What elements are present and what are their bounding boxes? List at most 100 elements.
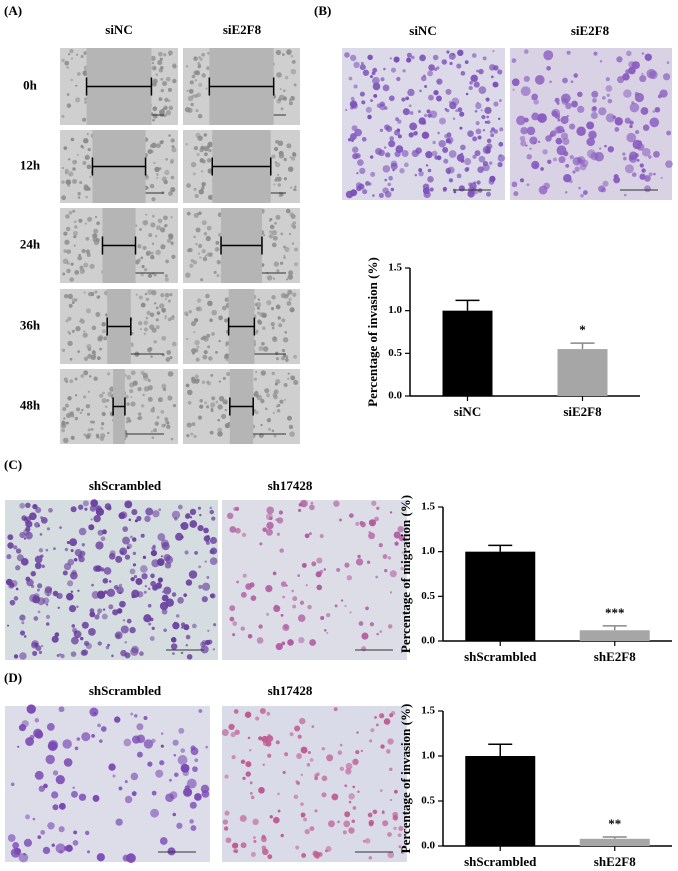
cell (196, 298, 202, 303)
cell (189, 80, 194, 85)
cell (531, 160, 540, 170)
cell (435, 95, 442, 102)
cell (128, 518, 132, 522)
cell (431, 150, 438, 157)
cell (87, 291, 93, 297)
cell (170, 437, 174, 441)
cell (89, 611, 96, 618)
cell (192, 351, 195, 355)
cell (199, 57, 203, 62)
cell (203, 232, 208, 236)
cell (526, 153, 532, 160)
cell (215, 400, 219, 404)
cell (40, 516, 44, 520)
cell (200, 170, 204, 173)
cell (274, 221, 277, 225)
cell (73, 230, 78, 236)
cell (275, 518, 279, 522)
cell (78, 527, 87, 536)
cell (79, 550, 86, 557)
cell (72, 839, 79, 846)
cell (195, 109, 199, 113)
cell (210, 547, 218, 555)
cell (560, 115, 569, 125)
cell (155, 73, 159, 76)
cell (376, 103, 382, 108)
cell (108, 604, 114, 610)
cell (524, 117, 529, 123)
cell (185, 634, 191, 640)
cell (478, 155, 486, 163)
cell (309, 639, 317, 646)
cell (144, 327, 148, 332)
cell (126, 402, 131, 406)
cell (355, 521, 360, 526)
cell (282, 96, 288, 101)
cell (185, 644, 189, 647)
cell (100, 726, 107, 732)
cell (297, 734, 302, 739)
cell (65, 421, 69, 425)
cell (481, 114, 486, 120)
cell (301, 853, 307, 858)
y-tick-label: 1.5 (421, 501, 435, 513)
column-header: sh17428 (268, 478, 313, 493)
cell (199, 404, 204, 409)
cell (426, 109, 431, 114)
cell (374, 716, 377, 719)
column-header: siE2F8 (223, 22, 262, 37)
cell (101, 613, 108, 620)
cell (57, 606, 60, 609)
cell (419, 54, 426, 62)
cell (72, 209, 76, 213)
cell (357, 554, 361, 559)
cell (187, 95, 194, 102)
cell (124, 434, 128, 438)
cell (324, 629, 327, 632)
cell (170, 241, 174, 245)
cell (38, 548, 44, 553)
cell (477, 135, 482, 140)
cell (72, 167, 76, 171)
cell (157, 60, 163, 66)
cell (381, 811, 385, 815)
cell (286, 49, 292, 56)
cell (164, 317, 167, 320)
cell (197, 415, 203, 420)
cell (167, 87, 173, 92)
cell (86, 432, 92, 438)
cell (288, 270, 294, 276)
cell (189, 508, 197, 516)
cell (654, 106, 661, 113)
cell (51, 635, 59, 643)
cell (150, 580, 157, 587)
cell (352, 806, 357, 810)
cell (172, 652, 175, 655)
cell (157, 533, 166, 541)
cell (240, 759, 246, 765)
cell (373, 93, 378, 98)
cell (285, 278, 289, 281)
cell (422, 187, 430, 195)
cell (449, 101, 457, 110)
cell (151, 738, 156, 744)
cell (186, 211, 191, 216)
cell (270, 307, 275, 311)
cell (150, 407, 156, 413)
cell (253, 839, 257, 843)
bar (557, 349, 608, 396)
cell (224, 810, 230, 816)
cell (142, 555, 147, 560)
cell (368, 519, 376, 527)
cell (282, 337, 289, 343)
cell (76, 407, 81, 412)
cell (379, 713, 385, 719)
cell (352, 146, 359, 153)
cell (260, 423, 263, 427)
cell (142, 219, 149, 226)
cell (207, 345, 211, 349)
cell (94, 614, 100, 620)
cell (240, 591, 247, 598)
cell (137, 244, 142, 249)
cell (543, 50, 554, 61)
